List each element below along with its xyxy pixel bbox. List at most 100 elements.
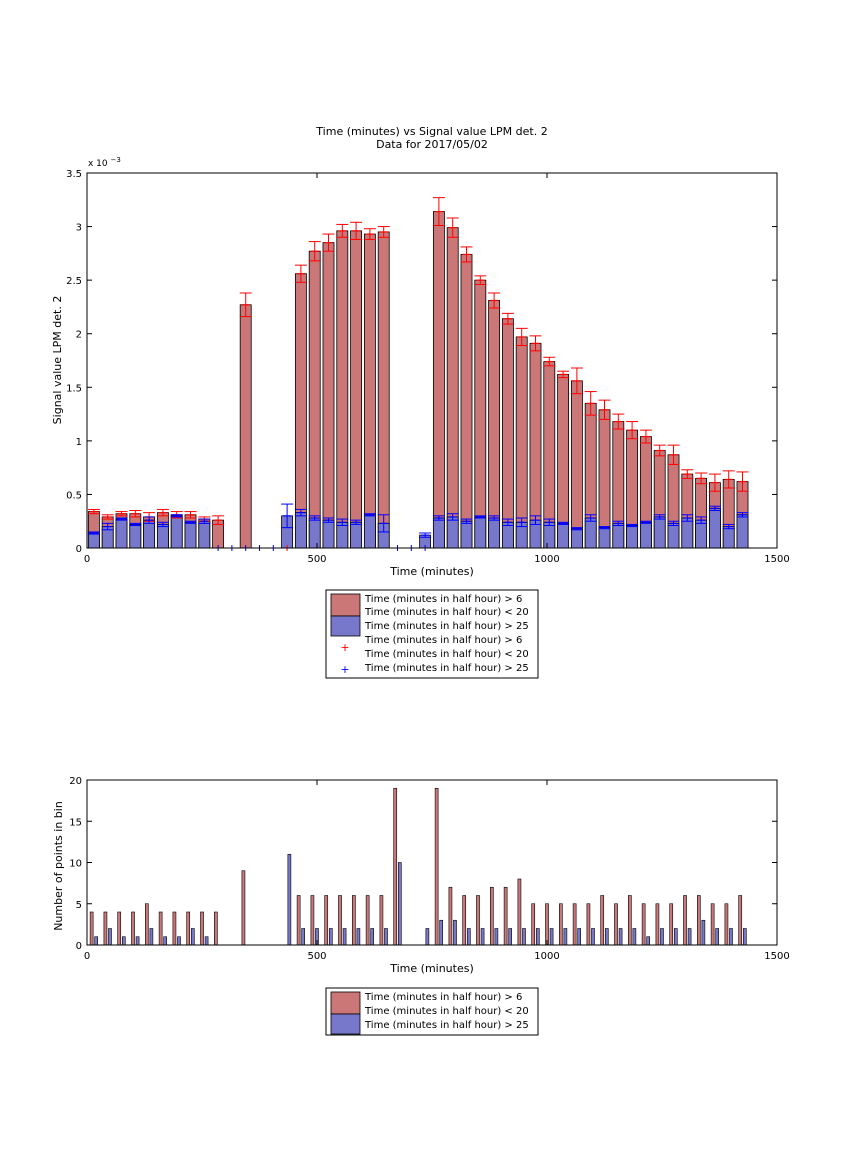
top-bar-blue — [432, 517, 445, 549]
bottom-bar-red — [186, 911, 191, 946]
top-legend-entry-1-line-1: Time (minutes in half hour) > 6 — [364, 594, 522, 605]
bottom-bar-blue — [604, 928, 609, 946]
bottom-bar-blue — [742, 928, 747, 946]
top-bar-red — [515, 336, 528, 549]
bottom-bar-red — [683, 895, 687, 946]
bottom-bar-blue — [508, 928, 512, 946]
top-bar-red — [294, 273, 307, 549]
top-bar-blue — [184, 521, 197, 549]
top-bar-blue — [584, 517, 597, 549]
top-bar-blue — [460, 520, 473, 549]
bottom-bar-red — [462, 895, 467, 946]
top-legend-red-swatch — [330, 593, 361, 617]
top-y-tick-label: 0.5 — [66, 490, 82, 501]
bottom-chart-ticks: 0 500 1000 1500 0 5 10 15 20 — [69, 776, 789, 962]
top-bar-red — [363, 233, 376, 549]
top-bar-blue — [708, 507, 721, 549]
top-y-tick-label: 3 — [76, 223, 82, 234]
top-bar-blue — [639, 521, 652, 549]
top-bar-red — [488, 300, 501, 549]
bottom-bar-blue — [121, 936, 126, 946]
bottom-legend-entry-1-line-2: Time (minutes in half hour) < 20 — [364, 1006, 529, 1017]
bottom-bar-red — [89, 911, 94, 946]
top-y-tick-label: 1 — [76, 437, 82, 448]
top-chart-subtitle: Data for 2017/05/02 — [376, 138, 488, 151]
bottom-bar-blue — [646, 936, 650, 946]
top-bar-blue — [294, 512, 307, 549]
bottom-bar-blue — [356, 928, 361, 946]
bottom-legend-entry-1-line-3: Time (minutes in half hour) > 25 — [364, 1020, 529, 1031]
top-bar-blue — [736, 514, 749, 549]
top-y-tick-label: 0 — [76, 544, 82, 555]
bottom-bar-blue — [673, 928, 678, 946]
top-bar-blue — [363, 514, 376, 549]
bottom-legend-box — [325, 987, 539, 1036]
top-bar-blue — [308, 517, 321, 549]
bottom-bar-blue — [453, 919, 457, 946]
bottom-bar-red — [476, 895, 480, 946]
bottom-bar-blue — [522, 928, 526, 946]
bottom-bar-red — [172, 911, 177, 946]
top-y-tick-label: 1.5 — [66, 383, 82, 394]
bottom-bar-blue — [577, 928, 581, 946]
top-bar-blue — [626, 525, 639, 549]
top-legend-entry-1-line-3: Time (minutes in half hour) > 25 — [364, 621, 529, 632]
bottom-bar-blue — [535, 928, 540, 946]
bottom-bar-blue — [370, 928, 374, 946]
bottom-bar-blue — [204, 936, 209, 946]
bottom-bar-red — [365, 895, 370, 946]
top-bar-blue — [143, 519, 156, 549]
bottom-bar-blue — [632, 928, 637, 946]
bottom-bar-blue — [384, 928, 388, 946]
bottom-chart-axes-box — [86, 779, 778, 946]
top-chart-y-exponent: x 10 −3 — [88, 156, 121, 169]
top-legend-red-plus-marker: + — [340, 641, 349, 654]
top-bar-blue — [488, 517, 501, 549]
top-bar-blue — [695, 519, 708, 549]
top-bar-red — [336, 230, 349, 549]
top-legend-blue-swatch — [330, 615, 361, 637]
bottom-bar-red — [324, 895, 329, 946]
bottom-bar-red — [669, 903, 674, 946]
top-bar-blue — [667, 522, 680, 549]
bottom-bar-blue — [660, 928, 664, 946]
top-bar-red — [474, 279, 487, 549]
bottom-chart-plot-area — [89, 787, 747, 946]
bottom-bar-red — [641, 903, 646, 946]
bottom-y-tick-label: 15 — [69, 817, 82, 828]
bottom-bar-red — [338, 895, 342, 946]
bottom-chart-y-label: Number of points in bin — [52, 801, 65, 931]
top-bar-blue — [322, 519, 335, 549]
top-y-tick-label: 3.5 — [66, 169, 82, 180]
top-bar-blue — [198, 520, 211, 549]
bottom-x-tick-label: 1500 — [764, 951, 789, 962]
bottom-bar-red — [241, 870, 246, 946]
bottom-bar-red — [517, 878, 522, 946]
bottom-bar-blue — [397, 862, 402, 946]
bottom-bar-red — [145, 903, 149, 946]
top-x-tick-label: 0 — [84, 554, 90, 565]
top-bar-blue — [612, 522, 625, 549]
bottom-x-tick-label: 0 — [84, 951, 90, 962]
top-bar-blue — [336, 521, 349, 549]
top-chart-y-exponent-power: −3 — [111, 156, 121, 164]
bottom-bar-red — [379, 895, 384, 946]
bottom-bar-blue — [328, 928, 333, 946]
bottom-bar-red — [503, 886, 508, 946]
bottom-bar-red — [158, 911, 163, 946]
bottom-bar-blue — [425, 928, 430, 946]
bottom-bar-red — [628, 895, 632, 946]
bottom-y-tick-label: 0 — [76, 941, 82, 952]
bottom-bar-red — [572, 903, 577, 946]
top-x-tick-label: 1000 — [534, 554, 559, 565]
bottom-bar-blue — [494, 928, 499, 946]
top-chart-y-exponent-base: x 10 — [88, 159, 108, 169]
top-bar-blue — [501, 521, 514, 549]
bottom-y-tick-label: 5 — [76, 900, 82, 911]
bottom-bar-red — [600, 895, 605, 946]
top-bar-blue — [87, 532, 100, 549]
bottom-x-tick-label: 500 — [307, 951, 326, 962]
top-y-tick-label: 2.5 — [66, 276, 82, 287]
top-bar-blue — [598, 527, 611, 549]
bottom-bar-blue — [687, 928, 692, 946]
